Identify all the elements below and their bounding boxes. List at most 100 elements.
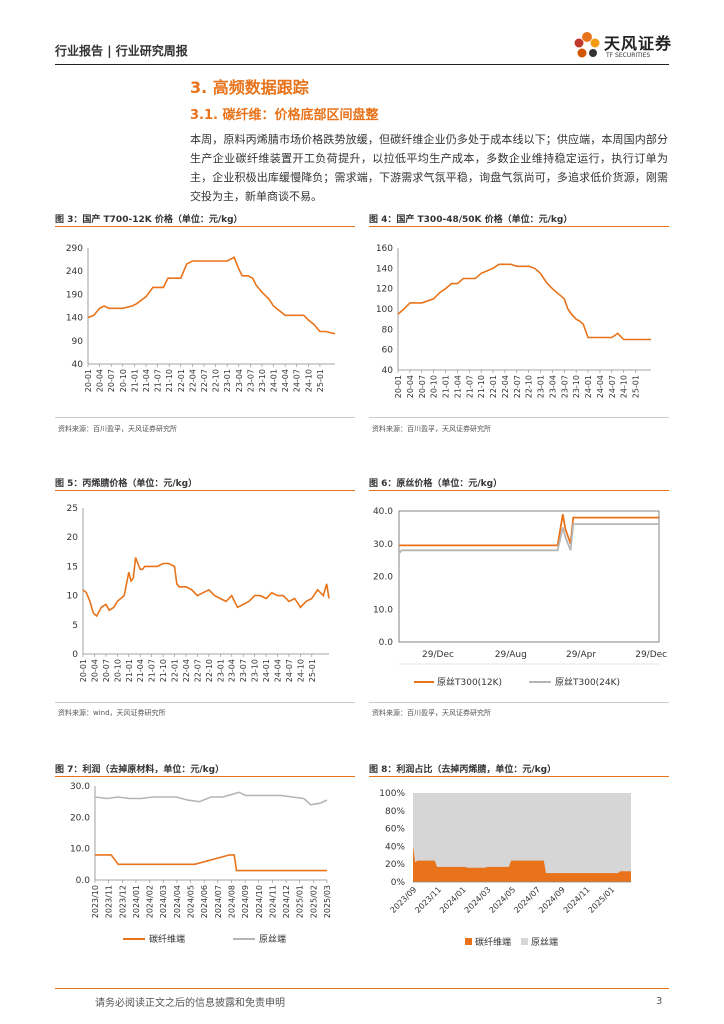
fig5-xtick-label: 23-07	[239, 659, 248, 682]
fig3-ytick-label: 190	[66, 290, 83, 300]
fig8-legend-swatch-ps	[521, 938, 528, 945]
fig4-xtick-label: 21-07	[465, 375, 474, 398]
fig8-chart: 0%20%40%60%80%100%2023/092023/112024/012…	[379, 789, 631, 948]
fig7-ytick-label: 30.0	[70, 782, 90, 792]
fig7-series-1-line	[94, 791, 328, 806]
fig5-source: 资料来源：wind，天风证券研究所	[58, 709, 166, 717]
company-logo: 天风证券 TF SECURITIES	[570, 28, 680, 64]
fig5-xtick-label: 21-07	[148, 659, 157, 682]
fig4-xtick-label: 21-01	[442, 375, 451, 398]
fig3-xtick-label: 20-07	[107, 369, 116, 392]
logo-subtext: TF SECURITIES	[606, 52, 651, 59]
fig3-xtick-label: 23-07	[246, 369, 255, 392]
fig3-title: 图 3：国产 T700-12K 价格（单位：元/kg）	[55, 215, 243, 225]
fig7-ytick-label: 0.0	[76, 876, 91, 886]
fig3-xtick-label: 20-01	[84, 369, 93, 392]
fig4-ytick-label: 40	[382, 366, 394, 376]
fig4-rule	[369, 226, 669, 227]
fig7-chart: 0.0 10.0 20.0 30.0 2023/10 2023/11 2023/12 2024…	[70, 782, 332, 945]
fig7-xtick-label: 2023/12	[118, 885, 127, 918]
fig3-ytick-label: 40	[72, 360, 84, 370]
fig8-ytick-label: 40%	[385, 842, 405, 852]
fig4-ytick-label: 60	[382, 346, 394, 356]
fig5-ytick-label: 15	[67, 562, 78, 572]
fig5-rule	[55, 490, 355, 491]
fig4-ytick-label: 120	[376, 285, 393, 295]
fig3-xtick-label: 23-01	[223, 369, 232, 392]
fig7-legend-label-ps: 原丝端	[259, 933, 286, 945]
fig6-legend-label-12k: 原丝T300(12K)	[437, 676, 502, 688]
fig6-series-1-line	[398, 523, 659, 555]
fig5-ytick-label: 20	[67, 533, 79, 543]
fig4-xtick-label: 21-10	[477, 375, 486, 398]
fig6-plot-frame	[398, 510, 660, 643]
fig3-xtick-label: 20-04	[96, 369, 105, 392]
fig5-xtick-label: 20-01	[79, 659, 88, 682]
fig4-xtick-label: 20-01	[394, 375, 403, 398]
fig4-title: 图 4：国产 T300-48/50K 价格（单位：元/kg）	[369, 215, 573, 225]
fig3-xtick-label: 21-01	[130, 369, 139, 392]
fig4-xtick-label: 24-01	[584, 375, 593, 398]
fig8-title: 图 8：利润占比（去掉丙烯腈，单位：元/kg）	[369, 765, 557, 775]
fig5-xtick-label: 21-10	[159, 659, 168, 682]
fig4-xtick-label: 22-10	[525, 375, 534, 398]
fig8-ytick-label: 80%	[385, 807, 405, 817]
fig5-xtick-label: 22-10	[205, 659, 214, 682]
fig5-xtick-label: 25-01	[308, 659, 317, 682]
fig6-xtick-label: 29/Aug	[495, 650, 527, 660]
fig5-ytick-label: 5	[72, 621, 78, 631]
fig7-xtick-label: 2025/01	[296, 885, 305, 918]
fig4-xtick-label: 24-10	[620, 375, 629, 398]
fig3-xtick-label: 20-10	[119, 369, 128, 392]
fig5-xtick-label: 20-10	[113, 659, 122, 682]
fig4-xtick-label: 25-01	[632, 375, 641, 398]
fig3-xtick-label: 23-10	[258, 369, 267, 392]
fig6-xtick-label: 29/Dec	[422, 650, 454, 660]
fig4-xtick-label: 23-07	[560, 375, 569, 398]
fig8-xtick-label: 2025/01	[587, 885, 617, 915]
fig5-xtick-label: 24-10	[296, 659, 305, 682]
footer-divider	[55, 988, 669, 989]
fig4-xtick-label: 22-01	[489, 375, 498, 398]
fig7-xtick-label: 2024/12	[282, 885, 291, 918]
fig5-xtick-label: 21-04	[136, 659, 145, 682]
fig5-xtick-label: 22-01	[171, 659, 180, 682]
logo-flower-icon	[574, 32, 600, 58]
fig7-xtick-label: 2024/09	[241, 885, 250, 918]
fig5-chart: 0 5 10 15 20 25 20-01 20-04 20-07 20-10 21-01 21-04…	[67, 504, 330, 682]
fig7-xtick-label: 2024/04	[173, 885, 182, 918]
fig6-legend-label-24k: 原丝T300(24K)	[555, 676, 620, 688]
page-number: 3	[656, 996, 663, 1007]
fig7-xtick-label: 2023/10	[91, 885, 100, 918]
fig6-title: 图 6：原丝价格（单位：元/kg）	[369, 479, 503, 489]
fig4-source: 资料来源：百川盈孚，天风证券研究所	[372, 425, 491, 433]
fig6-bottom-rule	[369, 702, 669, 703]
fig3-xtick-label: 21-10	[165, 369, 174, 392]
fig5-xtick-label: 24-04	[274, 659, 283, 682]
fig7-xtick-label: 2024/03	[159, 885, 168, 918]
fig7-title: 图 7：利润（去掉原材料，单位：元/kg）	[55, 765, 225, 775]
section-subtitle: 3.1. 碳纤维：价格底部区间盘整	[190, 108, 379, 123]
fig7-xtick-label: 2024/01	[132, 885, 141, 918]
fig5-xtick-label: 22-04	[182, 659, 191, 682]
fig3-ytick-label: 290	[66, 244, 83, 254]
fig6-ytick-label: 40.0	[373, 507, 393, 517]
fig4-bottom-rule	[369, 417, 669, 418]
fig6-chart: 0.0 10.0 20.0 30.0 40.0 29/Dec 29/Aug 29/Apr 29/…	[373, 507, 667, 688]
fig5-title: 图 5：丙烯腈价格（单位：元/kg）	[55, 479, 198, 489]
fig3-xtick-label: 23-04	[235, 369, 244, 392]
fig7-series-0-line	[95, 854, 327, 872]
fig8-legend-label-cf: 碳纤维端	[475, 936, 511, 948]
fig7-xtick-label: 2024/08	[227, 885, 236, 918]
fig4-series-0-line	[397, 263, 651, 341]
fig4-xtick-label: 23-01	[537, 375, 546, 398]
fig7-xtick-label: 2024/10	[255, 885, 264, 918]
fig4-xtick-label: 23-10	[572, 375, 581, 398]
fig8-rule	[369, 776, 669, 777]
fig6-source: 资料来源：百川盈孚，天风证券研究所	[372, 709, 491, 717]
fig3-ytick-label: 90	[72, 337, 84, 347]
fig5-xtick-label: 23-01	[216, 659, 225, 682]
logo-text: 天风证券	[604, 34, 673, 53]
